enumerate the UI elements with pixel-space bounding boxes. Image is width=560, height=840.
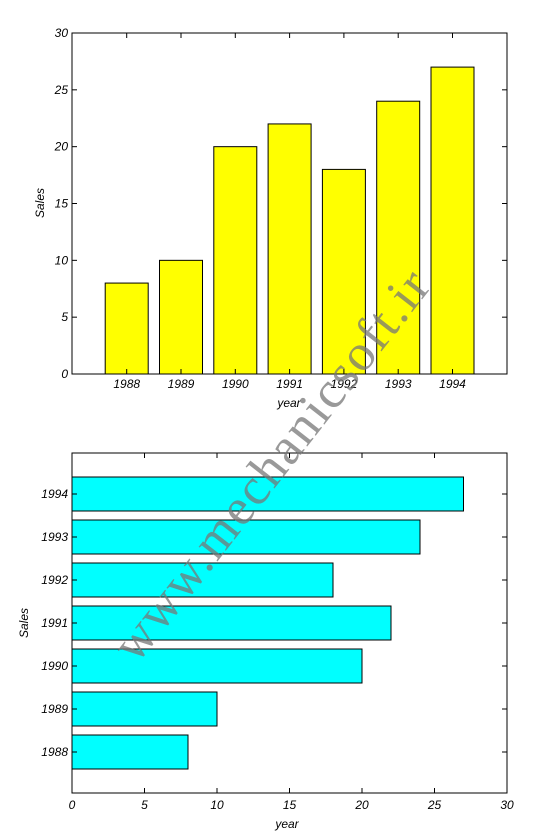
bar-1990 (71, 648, 363, 684)
y-tick-label: 5 (61, 310, 68, 324)
x-tick-label: 1992 (331, 377, 358, 391)
x-tick-label: 0 (69, 798, 76, 812)
bar-1993 (376, 100, 421, 375)
y-tick-label: 20 (54, 140, 69, 154)
x-tick-label: 25 (427, 798, 442, 812)
y-tick-label: 10 (55, 253, 69, 267)
bar-1991 (267, 123, 312, 375)
y-tick-label: 1992 (41, 573, 68, 587)
horizontal-bar-chart: 0 5 10 15 20 25 30 1988 1989 1990 1991 1992 1993 199… (17, 452, 514, 831)
x-tick-label: 1989 (168, 377, 195, 391)
x-tick-label: 15 (283, 798, 297, 812)
x-tick-label: 20 (354, 798, 369, 812)
y-axis-label: Sales (17, 608, 31, 638)
bar-1991 (71, 605, 392, 641)
bar-1988 (71, 734, 189, 770)
x-tick-label: 1991 (276, 377, 303, 391)
bar-series (104, 66, 475, 375)
vertical-bar-chart: 0 5 10 15 20 25 30 1988 1989 1990 1991 1992 1993 199… (33, 26, 508, 410)
y-tick-label: 15 (55, 197, 69, 211)
x-axis-ticks: 1988 1989 1990 1991 1992 1993 1994 (113, 33, 466, 391)
x-tick-label: 1990 (222, 377, 249, 391)
x-axis-ticks: 0 5 10 15 20 25 30 (69, 453, 514, 812)
y-tick-label: 1988 (41, 745, 68, 759)
y-tick-label: 1990 (41, 659, 68, 673)
x-tick-label: 10 (210, 798, 224, 812)
bar-1989 (159, 259, 203, 375)
x-tick-label: 30 (500, 798, 514, 812)
bar-1994 (430, 66, 475, 375)
bar-1994 (71, 476, 464, 512)
bar-1989 (71, 691, 218, 727)
x-tick-label: 1993 (385, 377, 412, 391)
bar-1992 (71, 562, 334, 598)
y-tick-label: 1989 (41, 702, 68, 716)
bar-series (71, 476, 464, 770)
x-tick-label: 1994 (439, 377, 466, 391)
y-tick-label: 1994 (41, 487, 68, 501)
y-tick-label: 25 (54, 83, 69, 97)
y-axis-ticks: 0 5 10 15 20 25 30 (54, 26, 507, 381)
y-axis-label: Sales (33, 188, 47, 218)
bar-1990 (213, 146, 258, 375)
y-tick-label: 30 (55, 26, 69, 40)
y-tick-label: 1991 (41, 616, 68, 630)
x-axis-label: year (274, 817, 299, 831)
y-axis-ticks: 1988 1989 1990 1991 1992 1993 1994 (41, 487, 507, 759)
bar-1993 (71, 519, 421, 555)
y-tick-label: 0 (61, 367, 68, 381)
x-tick-label: 5 (141, 798, 148, 812)
y-tick-label: 1993 (41, 530, 68, 544)
x-axis-label: year (276, 396, 301, 410)
bar-1988 (104, 282, 149, 375)
x-tick-label: 1988 (113, 377, 140, 391)
